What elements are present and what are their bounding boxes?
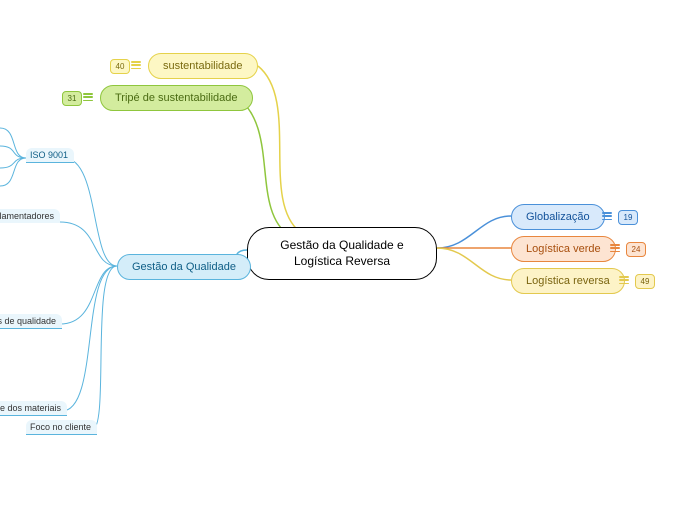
badge-logistica-verde: 24 [626, 242, 646, 257]
center-node[interactable]: Gestão da Qualidade e Logística Reversa [247, 227, 437, 280]
sub-regulamentadores[interactable]: dores, regulamentadores [0, 209, 60, 223]
node-logistica-reversa[interactable]: Logística reversa [511, 268, 625, 294]
node-sustentabilidade[interactable]: sustentabilidade [148, 53, 258, 79]
expand-icon[interactable] [602, 212, 612, 220]
badge-tripe: 31 [62, 91, 82, 106]
badge-logistica-reversa: 49 [635, 274, 655, 289]
expand-icon[interactable] [131, 61, 141, 69]
badge-sustentabilidade: 40 [110, 59, 130, 74]
badge-globalizacao: 19 [618, 210, 638, 225]
node-globalizacao[interactable]: Globalização [511, 204, 605, 230]
node-logistica-verde[interactable]: Logística verde [511, 236, 616, 262]
sub-iso[interactable]: ISO 9001 [26, 148, 74, 163]
node-tripe[interactable]: Tripé de sustentabilidade [100, 85, 253, 111]
sub-ferramentas[interactable]: ferramentas de qualidade [0, 314, 62, 329]
node-gestao-qualidade[interactable]: Gestão da Qualidade [117, 254, 251, 280]
expand-icon[interactable] [83, 93, 93, 101]
sub-qualidade-materiais[interactable]: Qualidade dos materiais [0, 401, 67, 416]
expand-icon[interactable] [619, 276, 629, 284]
expand-icon[interactable] [610, 244, 620, 252]
sub-foco-cliente[interactable]: Foco no cliente [26, 420, 97, 435]
